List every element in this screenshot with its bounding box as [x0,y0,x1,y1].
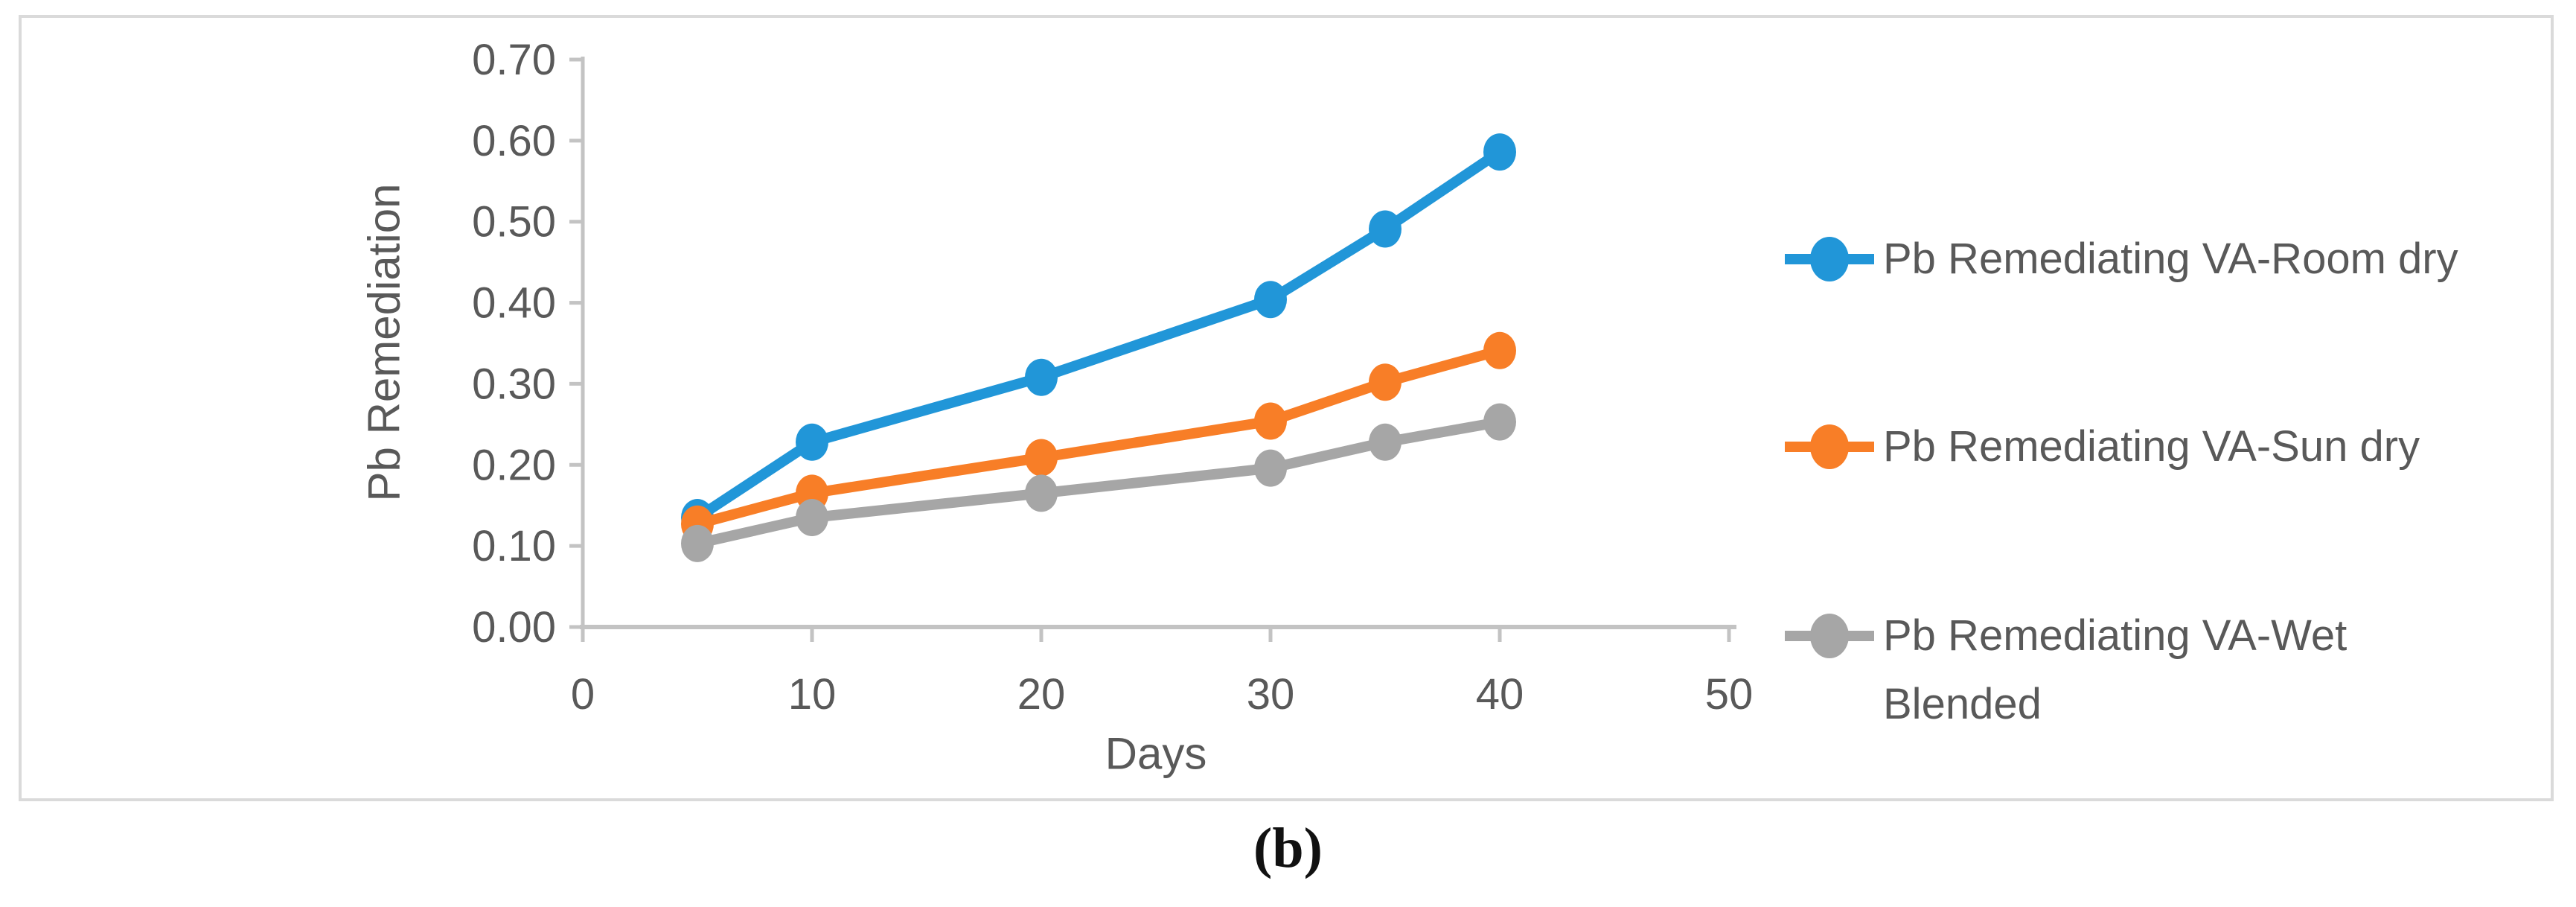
chart-panel [19,15,2554,801]
legend-item: Pb Remediating VA-Room dry [1783,225,2458,293]
data-point-marker [1369,423,1402,461]
y-tick-label: 0.10 [472,522,556,570]
x-axis-title: Days [1105,728,1207,779]
data-point-marker [1025,474,1058,512]
y-tick-label: 0.50 [472,198,556,246]
series-line-2 [692,345,1505,529]
data-point-marker [1483,331,1516,369]
series-line-3 [692,416,1505,549]
legend-label: Pb Remediating VA-Sun dry [1883,422,2420,471]
y-tick-label: 0.00 [472,603,556,652]
data-point-marker [681,524,714,562]
y-tick-label: 0.20 [472,441,556,489]
x-tick-label: 50 [1705,670,1754,719]
data-point-marker [1025,358,1058,396]
data-point-marker [1369,363,1402,401]
x-tick-label: 0 [571,670,595,719]
data-point-marker [1483,403,1516,441]
data-point-marker [1369,210,1402,248]
y-tick-label: 0.30 [472,360,556,408]
y-tick-label: 0.60 [472,117,556,165]
data-point-marker [796,423,828,461]
figure-caption: (b) [1253,817,1323,879]
data-point-marker [796,499,828,537]
series-line-1 [692,147,1505,523]
legend-marker-icon [1785,614,1874,658]
data-point-marker [1483,133,1516,171]
y-axis-title: Pb Remediation [359,183,409,502]
y-tick-label: 0.40 [472,279,556,328]
data-point-marker [1254,281,1287,319]
legend-label: Pb Remediating VA-Room dry [1883,235,2458,283]
legend-item: Pb Remediating VA-Sun dry [1783,413,2420,481]
y-tick-label: 0.70 [472,36,556,84]
x-tick-label: 40 [1476,670,1524,719]
data-point-marker [1025,439,1058,477]
legend-marker-icon [1785,424,1874,469]
x-tick-label: 30 [1247,670,1295,719]
legend-label: Pb Remediating VA-Wet Blended [1883,611,2348,728]
x-tick-label: 10 [788,670,837,719]
data-point-marker [1254,449,1287,487]
data-point-marker [1254,402,1287,440]
x-tick-label: 20 [1017,670,1066,719]
legend-marker-icon [1785,237,1874,281]
legend-item: Pb Remediating VA-Wet Blended [1783,602,2347,739]
